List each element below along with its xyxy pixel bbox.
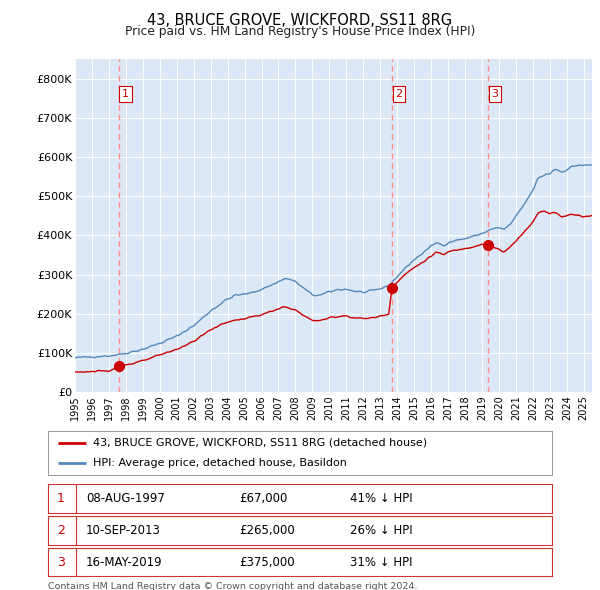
Text: 2: 2 <box>56 524 65 537</box>
Text: Contains HM Land Registry data © Crown copyright and database right 2024.
This d: Contains HM Land Registry data © Crown c… <box>48 582 418 590</box>
Text: 43, BRUCE GROVE, WICKFORD, SS11 8RG: 43, BRUCE GROVE, WICKFORD, SS11 8RG <box>148 13 452 28</box>
Text: 31% ↓ HPI: 31% ↓ HPI <box>350 556 413 569</box>
Text: 1: 1 <box>122 89 129 99</box>
Text: 26% ↓ HPI: 26% ↓ HPI <box>350 524 413 537</box>
Text: 08-AUG-1997: 08-AUG-1997 <box>86 492 164 505</box>
Text: Price paid vs. HM Land Registry's House Price Index (HPI): Price paid vs. HM Land Registry's House … <box>125 25 475 38</box>
Text: 3: 3 <box>491 89 499 99</box>
Text: £265,000: £265,000 <box>239 524 295 537</box>
Text: HPI: Average price, detached house, Basildon: HPI: Average price, detached house, Basi… <box>94 458 347 468</box>
Text: 16-MAY-2019: 16-MAY-2019 <box>86 556 163 569</box>
Text: 2: 2 <box>395 89 403 99</box>
Text: £375,000: £375,000 <box>239 556 295 569</box>
Text: 43, BRUCE GROVE, WICKFORD, SS11 8RG (detached house): 43, BRUCE GROVE, WICKFORD, SS11 8RG (det… <box>94 438 427 448</box>
Text: 1: 1 <box>56 492 65 505</box>
Text: £67,000: £67,000 <box>239 492 288 505</box>
Text: 41% ↓ HPI: 41% ↓ HPI <box>350 492 413 505</box>
Text: 10-SEP-2013: 10-SEP-2013 <box>86 524 161 537</box>
Text: 3: 3 <box>56 556 65 569</box>
